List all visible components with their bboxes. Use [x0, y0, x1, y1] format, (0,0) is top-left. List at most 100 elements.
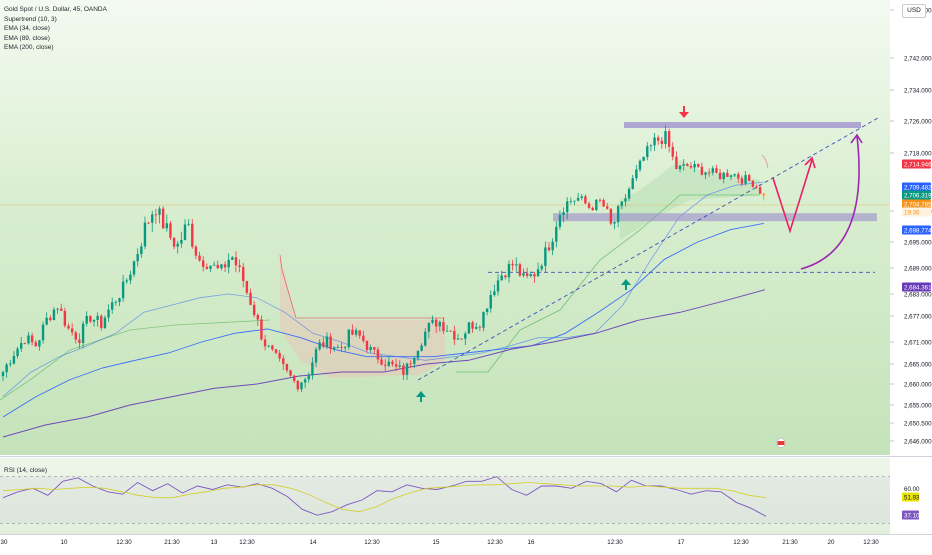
- candle-body[interactable]: [333, 347, 336, 349]
- candle-body[interactable]: [758, 187, 762, 194]
- candle-body[interactable]: [562, 212, 565, 216]
- candle-body[interactable]: [464, 333, 467, 339]
- candle-body[interactable]: [314, 349, 318, 363]
- candle-body[interactable]: [351, 329, 354, 335]
- candle-body[interactable]: [176, 243, 179, 247]
- candle-body[interactable]: [478, 326, 482, 328]
- candle-body[interactable]: [566, 201, 569, 213]
- candle-body[interactable]: [67, 325, 70, 329]
- candle-body[interactable]: [147, 222, 150, 224]
- candle-body[interactable]: [205, 266, 209, 269]
- candle-body[interactable]: [343, 347, 347, 348]
- candle-body[interactable]: [544, 247, 547, 266]
- candle-body[interactable]: [256, 314, 259, 320]
- candle-body[interactable]: [489, 294, 492, 309]
- candle-body[interactable]: [434, 319, 438, 327]
- candle-body[interactable]: [289, 370, 292, 376]
- candle-body[interactable]: [660, 140, 664, 144]
- candle-body[interactable]: [285, 364, 289, 371]
- candle-body[interactable]: [336, 346, 340, 348]
- candle-body[interactable]: [41, 324, 45, 341]
- candle-body[interactable]: [394, 364, 398, 367]
- candle-body[interactable]: [686, 164, 689, 166]
- candle-body[interactable]: [60, 308, 63, 311]
- candle-body[interactable]: [151, 214, 154, 223]
- candle-body[interactable]: [202, 260, 205, 267]
- candle-body[interactable]: [81, 323, 85, 343]
- candle-body[interactable]: [74, 332, 77, 340]
- candle-body[interactable]: [620, 201, 623, 207]
- candle-body[interactable]: [118, 298, 121, 302]
- candle-body[interactable]: [504, 275, 507, 278]
- candle-body[interactable]: [271, 345, 274, 350]
- candle-body[interactable]: [384, 364, 387, 366]
- candle-body[interactable]: [293, 375, 296, 381]
- candle-body[interactable]: [209, 265, 212, 269]
- candle-body[interactable]: [642, 156, 645, 161]
- candle-body[interactable]: [158, 208, 161, 215]
- candle-body[interactable]: [274, 349, 278, 353]
- candle-body[interactable]: [405, 363, 409, 375]
- candle-body[interactable]: [187, 223, 190, 225]
- candle-body[interactable]: [616, 206, 620, 223]
- candle-body[interactable]: [5, 364, 8, 373]
- candle-body[interactable]: [78, 339, 81, 343]
- candle-body[interactable]: [416, 350, 420, 359]
- candle-body[interactable]: [245, 280, 249, 293]
- candle-body[interactable]: [598, 199, 602, 201]
- candle-body[interactable]: [762, 193, 765, 196]
- candle-body[interactable]: [38, 340, 41, 347]
- candle-body[interactable]: [260, 319, 263, 340]
- candle-body[interactable]: [638, 160, 642, 170]
- candle-body[interactable]: [282, 358, 285, 365]
- candle-body[interactable]: [711, 168, 714, 173]
- candle-body[interactable]: [129, 274, 132, 281]
- currency-button[interactable]: USD: [902, 4, 926, 18]
- candle-body[interactable]: [70, 328, 74, 333]
- candle-body[interactable]: [369, 347, 372, 350]
- candle-body[interactable]: [653, 137, 656, 146]
- candle-body[interactable]: [391, 361, 394, 365]
- candle-body[interactable]: [445, 330, 449, 332]
- candle-body[interactable]: [27, 335, 30, 344]
- candle-body[interactable]: [540, 265, 543, 270]
- candle-body[interactable]: [522, 273, 525, 276]
- candle-body[interactable]: [460, 338, 463, 340]
- candle-body[interactable]: [438, 322, 441, 327]
- candle-body[interactable]: [536, 269, 540, 277]
- candle-body[interactable]: [169, 223, 172, 238]
- candle-body[interactable]: [198, 255, 201, 261]
- candle-body[interactable]: [172, 237, 176, 247]
- candle-body[interactable]: [587, 203, 591, 208]
- candle-body[interactable]: [551, 241, 554, 251]
- support-zone[interactable]: [553, 213, 877, 222]
- candle-body[interactable]: [737, 174, 740, 179]
- candle-body[interactable]: [700, 166, 704, 175]
- candle-body[interactable]: [467, 322, 471, 334]
- candle-body[interactable]: [697, 163, 700, 167]
- candle-body[interactable]: [362, 335, 365, 341]
- candle-body[interactable]: [380, 359, 383, 365]
- candle-body[interactable]: [111, 302, 114, 310]
- candle-body[interactable]: [507, 263, 511, 278]
- candle-body[interactable]: [376, 349, 380, 360]
- candle-body[interactable]: [92, 320, 96, 322]
- candle-body[interactable]: [693, 163, 696, 168]
- candle-body[interactable]: [409, 363, 412, 365]
- candle-body[interactable]: [748, 175, 751, 181]
- candle-body[interactable]: [613, 222, 616, 224]
- candle-body[interactable]: [569, 201, 573, 202]
- candle-body[interactable]: [664, 131, 667, 144]
- candle-body[interactable]: [238, 265, 241, 267]
- candle-body[interactable]: [234, 257, 238, 266]
- candle-body[interactable]: [121, 281, 125, 299]
- candle-body[interactable]: [442, 322, 445, 332]
- candle-body[interactable]: [602, 200, 605, 207]
- candle-body[interactable]: [20, 343, 23, 349]
- candle-body[interactable]: [249, 292, 252, 305]
- candle-body[interactable]: [100, 315, 103, 329]
- candle-body[interactable]: [303, 379, 307, 383]
- candle-body[interactable]: [318, 342, 321, 350]
- candle-body[interactable]: [49, 317, 52, 321]
- candle-body[interactable]: [704, 172, 707, 175]
